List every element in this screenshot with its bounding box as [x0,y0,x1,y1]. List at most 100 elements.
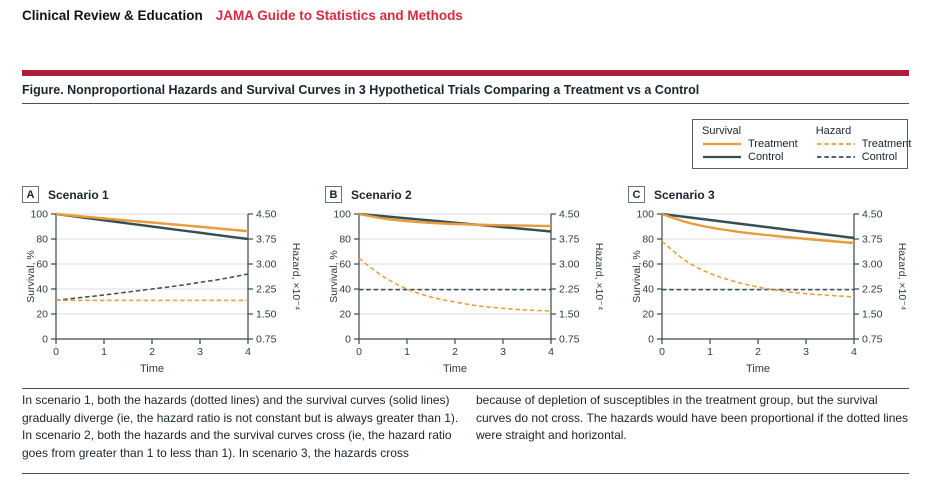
caption-right-column: because of depletion of susceptibles in … [476,393,909,442]
svg-text:1: 1 [404,346,410,358]
panel-c-label-box: C [628,186,645,203]
panel-b-label-box: B [325,186,342,203]
svg-text:20: 20 [36,309,48,321]
svg-text:1: 1 [101,346,107,358]
svg-text:2.25: 2.25 [559,284,580,296]
panels-row: A Scenario 1 0 20 40 60 80 100 0.75 1.50 2.25 3.00 3… [22,186,920,378]
svg-text:20: 20 [339,309,351,321]
svg-text:80: 80 [642,234,654,246]
y-axis-left-title: Survival, % [328,250,340,303]
svg-text:3: 3 [197,346,203,358]
legend-header-survival: Survival [702,125,742,137]
tick-labels: 0 20 40 60 80 100 0.75 1.50 2.25 3.00 3.75 4.50 0 1 2 3… [333,209,579,359]
legend-label-hazard-control: Control [861,150,898,163]
panel-a-title: Scenario 1 [48,187,109,202]
svg-text:4: 4 [851,346,857,358]
svg-text:2: 2 [149,346,155,358]
bottom-rule [22,473,909,474]
treatment-survival-curve [358,212,552,228]
svg-text:3: 3 [500,346,506,358]
x-axis-title: Time [443,363,467,375]
treatment-survival-curve [661,212,855,245]
hazard-control-line-sample [816,155,855,158]
survival-control-line-sample [703,155,741,158]
tick-labels: 0 20 40 60 80 100 0.75 1.50 2.25 3.00 3.75 4.50 0 1 2 3… [30,209,276,359]
legend-label-survival-treatment: Treatment [748,138,798,151]
svg-text:60: 60 [642,259,654,271]
control-hazard-curve [55,273,249,302]
svg-text:1.50: 1.50 [256,309,277,321]
axes [51,213,253,344]
svg-text:60: 60 [339,259,351,271]
svg-text:40: 40 [642,284,654,296]
caption-left-column: In scenario 1, both the hazards (dotted … [22,393,459,460]
panel-a-label-box: A [22,186,39,203]
axes [657,213,859,344]
x-axis-title: Time [746,363,770,375]
svg-text:1: 1 [707,346,713,358]
y-axis-left-title: Survival, % [25,250,37,303]
svg-text:80: 80 [36,234,48,246]
x-axis-title: Time [140,363,164,375]
y-axis-left-title: Survival, % [631,250,643,303]
svg-text:0: 0 [345,334,351,346]
svg-text:3: 3 [803,346,809,358]
control-survival-curve [661,212,855,240]
svg-text:20: 20 [642,309,654,321]
y-axis-right-title: Hazard, ×10⁻⁴ [593,243,605,311]
figure-caption: In scenario 1, both the hazards (dotted … [22,392,909,462]
svg-text:3.00: 3.00 [862,259,883,271]
panel-c-title: Scenario 3 [654,187,715,202]
svg-text:4.50: 4.50 [559,209,580,221]
caption-top-rule [22,388,909,389]
panel-b-header: B Scenario 2 [325,186,617,203]
svg-text:4: 4 [245,346,251,358]
treatment-hazard-curve [358,257,552,312]
svg-text:1.50: 1.50 [862,309,883,321]
scenario-2-chart: 0 20 40 60 80 100 0.75 1.50 2.25 3.00 3.75 4.50 0 1 2 3… [328,209,605,376]
treatment-survival-curve [55,212,249,233]
panel-b-title: Scenario 2 [351,187,412,202]
tick-labels: 0 20 40 60 80 100 0.75 1.50 2.25 3.00 3.75 4.50 0 1 2 3… [636,209,882,359]
legend-entry-hazard-control: Control [816,151,912,164]
legend-entry-hazard-treatment: Treatment [816,138,911,151]
axes [354,213,556,344]
svg-text:3.75: 3.75 [559,234,580,246]
masthead: Clinical Review & Education JAMA Guide to… [22,8,463,23]
svg-text:4.50: 4.50 [862,209,883,221]
section-label: Clinical Review & Education [22,8,203,23]
svg-text:40: 40 [36,284,48,296]
svg-text:4: 4 [548,346,554,358]
svg-text:0: 0 [53,346,59,358]
svg-text:0: 0 [42,334,48,346]
svg-text:3.00: 3.00 [256,259,277,271]
legend-group-survival: Survival Treatment Control [702,125,798,163]
legend-label-survival-control: Control [748,150,784,163]
svg-text:3.75: 3.75 [256,234,277,246]
svg-text:3.00: 3.00 [559,259,580,271]
svg-text:0.75: 0.75 [559,334,580,346]
panel-c-header: C Scenario 3 [628,186,920,203]
svg-text:0.75: 0.75 [862,334,883,346]
svg-text:0: 0 [356,346,362,358]
svg-text:3.75: 3.75 [862,234,883,246]
survival-treatment-line-sample [703,143,741,146]
journal-series-label: JAMA Guide to Statistics and Methods [215,8,463,23]
svg-text:40: 40 [339,284,351,296]
svg-text:0: 0 [659,346,665,358]
legend-entry-survival-control: Control [702,151,798,164]
svg-text:2: 2 [452,346,458,358]
scenario-3-chart: 0 20 40 60 80 100 0.75 1.50 2.25 3.00 3.75 4.50 0 1 2 3… [631,209,908,376]
gridlines [56,213,248,315]
panel-c: C Scenario 3 0 20 40 60 80 100 0.75 1.50 2.25 3.00 3… [628,186,920,378]
panel-a: A Scenario 1 0 20 40 60 80 100 0.75 1.50 2.25 3.00 3… [22,186,314,378]
svg-text:100: 100 [333,209,351,221]
scenario-1-chart: 0 20 40 60 80 100 0.75 1.50 2.25 3.00 3.75 4.50 0 1 2 3… [25,209,302,376]
control-survival-curve [358,212,552,233]
legend-header-hazard: Hazard [815,125,852,137]
svg-text:0.75: 0.75 [256,334,277,346]
svg-text:4.50: 4.50 [256,209,277,221]
svg-text:100: 100 [30,209,48,221]
legend-group-hazard: Hazard Treatment Control [816,125,912,163]
